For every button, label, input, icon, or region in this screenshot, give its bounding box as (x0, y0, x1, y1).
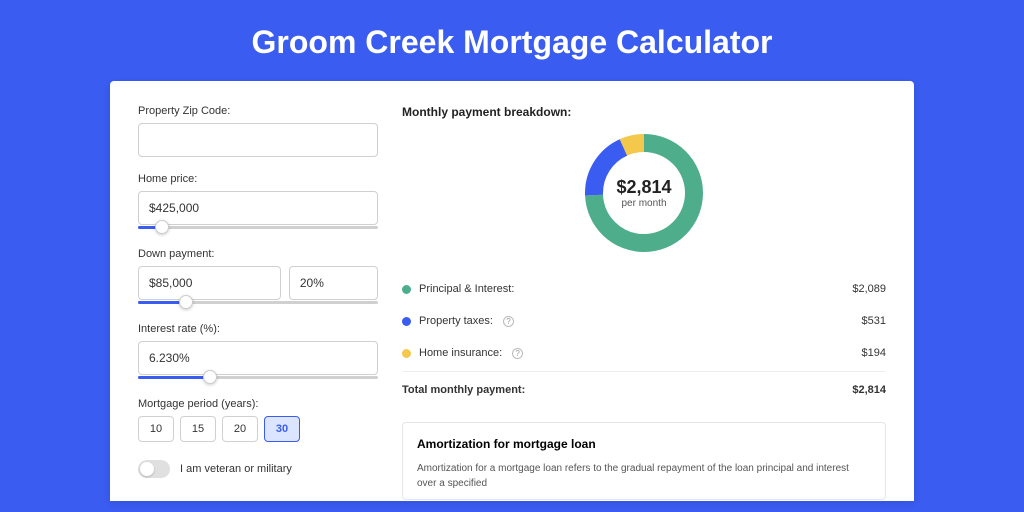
period-option-15[interactable]: 15 (180, 416, 216, 442)
legend-row: Property taxes:? $531 (402, 305, 886, 337)
veteran-row: I am veteran or military (138, 460, 378, 478)
down-payment-percent-input[interactable] (289, 266, 378, 300)
breakdown-legend: Principal & Interest: $2,089 Property taxe… (402, 273, 886, 369)
period-label: Mortgage period (years): (138, 398, 378, 410)
amortization-box: Amortization for mortgage loan Amortizat… (402, 422, 886, 500)
donut-sub: per month (616, 198, 671, 209)
down-payment-label: Down payment: (138, 248, 378, 260)
legend-label: Home insurance: (419, 347, 502, 359)
legend-label: Property taxes: (419, 315, 493, 327)
total-row: Total monthly payment: $2,814 (402, 371, 886, 406)
interest-rate-field: Interest rate (%): (138, 323, 378, 382)
legend-label: Principal & Interest: (419, 283, 514, 295)
donut-chart: $2,814 per month (582, 131, 706, 255)
veteran-label: I am veteran or military (180, 463, 292, 475)
legend-value: $2,089 (852, 283, 886, 295)
zip-input[interactable] (138, 123, 378, 157)
amortization-text: Amortization for a mortgage loan refers … (417, 461, 871, 491)
amortization-title: Amortization for mortgage loan (417, 437, 871, 451)
period-options: 10152030 (138, 416, 378, 442)
interest-rate-slider[interactable] (138, 374, 378, 382)
home-price-label: Home price: (138, 173, 378, 185)
home-price-field: Home price: (138, 173, 378, 232)
page-title: Groom Creek Mortgage Calculator (0, 0, 1024, 81)
interest-rate-label: Interest rate (%): (138, 323, 378, 335)
zip-field: Property Zip Code: (138, 105, 378, 157)
help-icon[interactable]: ? (503, 316, 514, 327)
legend-dot (402, 285, 411, 294)
home-price-input[interactable] (138, 191, 378, 225)
home-price-slider[interactable] (138, 224, 378, 232)
toggle-knob (140, 462, 154, 476)
donut-chart-wrap: $2,814 per month (402, 131, 886, 255)
total-value: $2,814 (852, 384, 886, 396)
total-label: Total monthly payment: (402, 384, 525, 396)
interest-rate-input[interactable] (138, 341, 378, 375)
period-option-10[interactable]: 10 (138, 416, 174, 442)
donut-amount: $2,814 (616, 177, 671, 198)
period-option-20[interactable]: 20 (222, 416, 258, 442)
down-payment-field: Down payment: (138, 248, 378, 307)
down-payment-slider[interactable] (138, 299, 378, 307)
calculator-card: Property Zip Code: Home price: Down paym… (110, 81, 914, 501)
veteran-toggle[interactable] (138, 460, 170, 478)
help-icon[interactable]: ? (512, 348, 523, 359)
period-option-30[interactable]: 30 (264, 416, 300, 442)
period-field: Mortgage period (years): 10152030 (138, 398, 378, 442)
slider-thumb[interactable] (203, 370, 217, 384)
legend-row: Home insurance:? $194 (402, 337, 886, 369)
breakdown-column: Monthly payment breakdown: $2,814 per mo… (402, 105, 886, 501)
breakdown-title: Monthly payment breakdown: (402, 105, 886, 119)
legend-value: $531 (862, 315, 886, 327)
form-column: Property Zip Code: Home price: Down paym… (138, 105, 378, 501)
down-payment-amount-input[interactable] (138, 266, 281, 300)
legend-row: Principal & Interest: $2,089 (402, 273, 886, 305)
slider-thumb[interactable] (155, 220, 169, 234)
legend-dot (402, 349, 411, 358)
slider-thumb[interactable] (179, 295, 193, 309)
zip-label: Property Zip Code: (138, 105, 378, 117)
legend-value: $194 (862, 347, 886, 359)
legend-dot (402, 317, 411, 326)
